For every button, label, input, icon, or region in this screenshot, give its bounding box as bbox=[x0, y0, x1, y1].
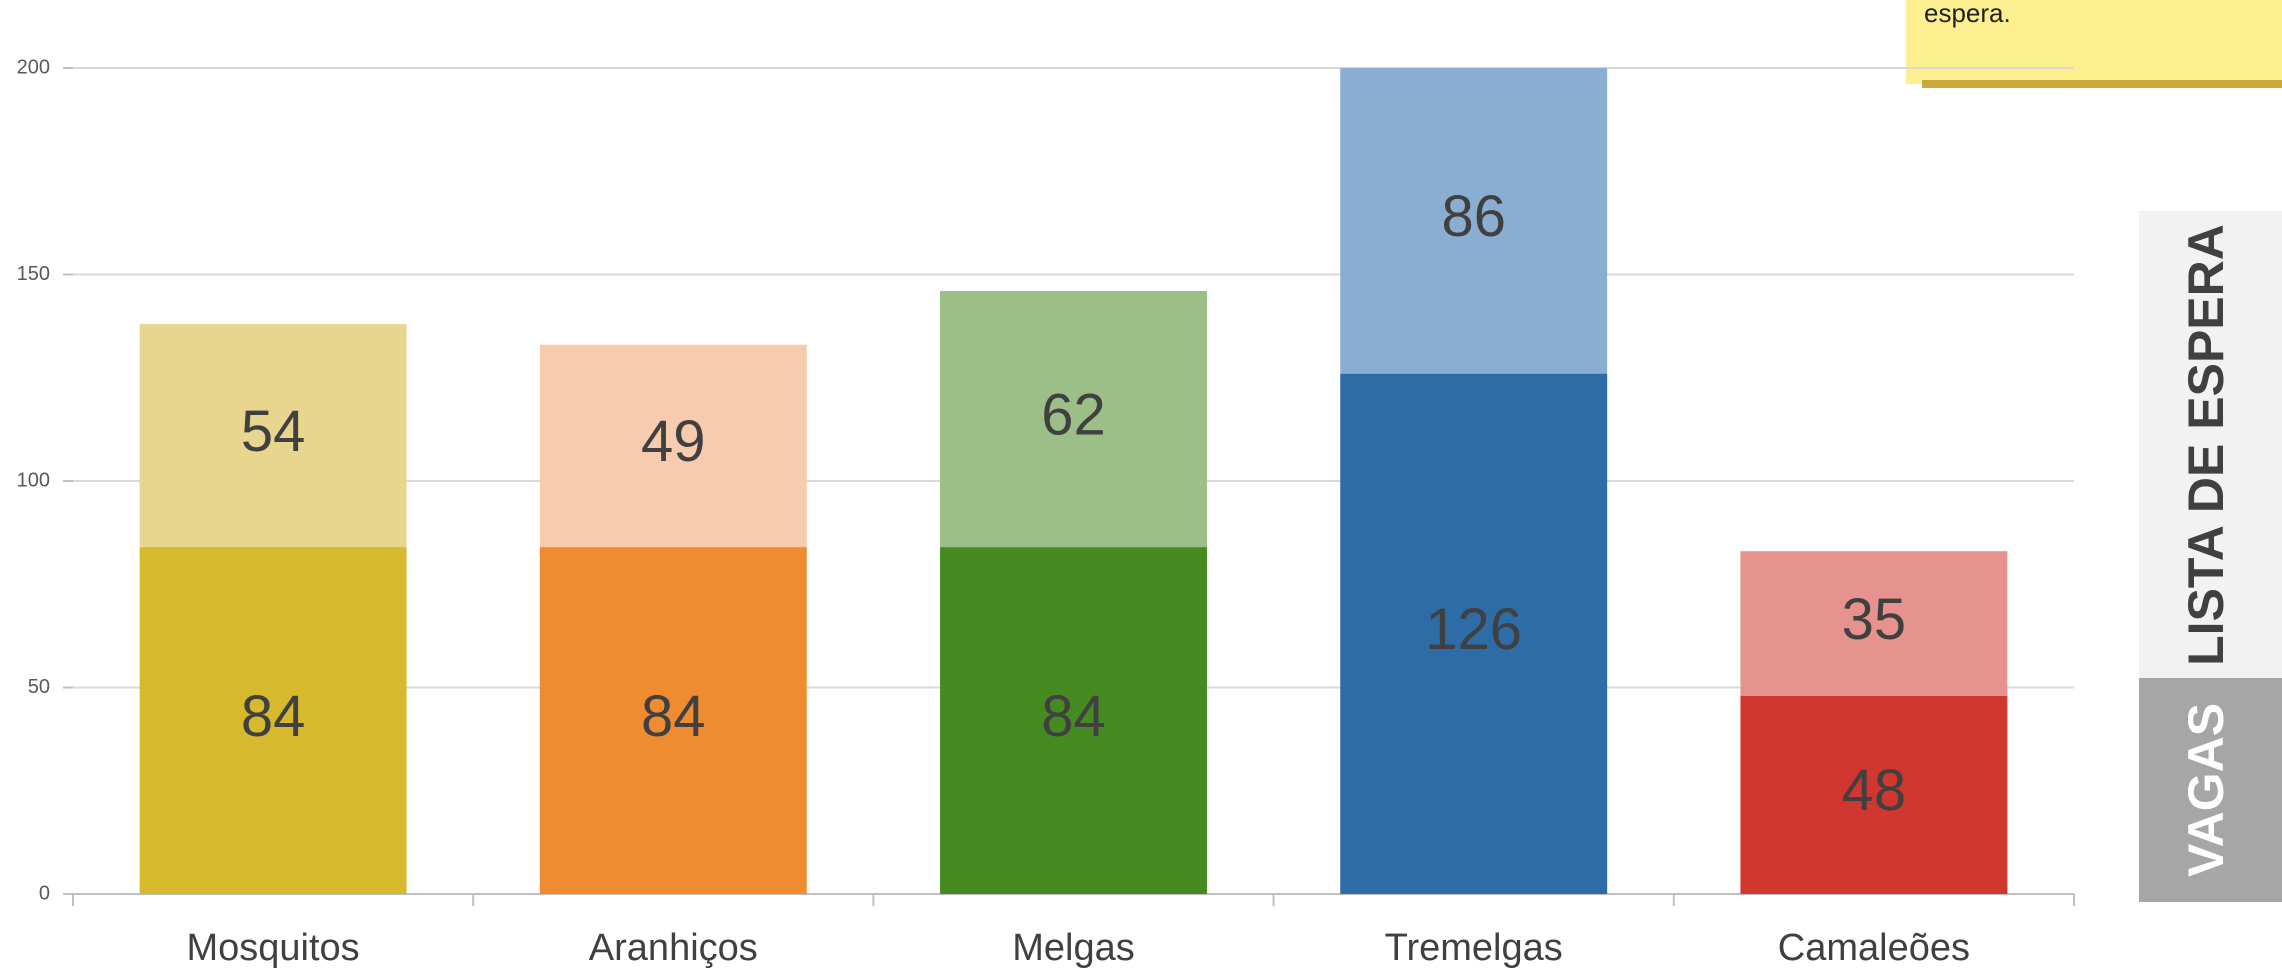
y-tick-label: 0 bbox=[39, 882, 50, 904]
bar-segment bbox=[139, 547, 407, 894]
legend-panel bbox=[2139, 211, 2282, 678]
y-tick-label: 50 bbox=[28, 676, 50, 698]
y-tick-label: 200 bbox=[17, 56, 50, 78]
data-label: 86 bbox=[1441, 184, 1506, 249]
y-tick-label: 100 bbox=[17, 469, 50, 491]
x-tick-label: Camaleões bbox=[1778, 927, 1970, 969]
legend-label: LISTA DE ESPERA bbox=[2178, 224, 2234, 666]
bar-segment bbox=[1740, 551, 2008, 696]
x-tick-label: Tremelgas bbox=[1385, 927, 1563, 969]
bar-segment bbox=[539, 344, 807, 548]
bar-segment bbox=[940, 547, 1207, 894]
sticky-note bbox=[1906, 0, 2282, 84]
bar-segment bbox=[940, 291, 1207, 548]
y-tick-label: 150 bbox=[17, 263, 50, 285]
bar-segment bbox=[1340, 373, 1608, 894]
bar-segment bbox=[139, 324, 407, 548]
data-label: 84 bbox=[1041, 684, 1106, 749]
x-tick-label: Aranhiços bbox=[589, 927, 758, 969]
bar-segment bbox=[539, 547, 807, 894]
legend-label: VAGAS bbox=[2178, 703, 2234, 877]
legend-panel bbox=[2139, 678, 2282, 902]
data-label: 48 bbox=[1842, 758, 1907, 823]
data-label: 84 bbox=[641, 684, 706, 749]
bars bbox=[139, 68, 2008, 894]
note-text: espera. bbox=[1924, 0, 2011, 28]
x-tick-label: Mosquitos bbox=[186, 927, 359, 969]
data-label: 62 bbox=[1041, 382, 1106, 447]
data-label: 126 bbox=[1425, 597, 1522, 662]
bar-segment bbox=[1740, 695, 2008, 894]
data-label: 35 bbox=[1842, 587, 1907, 652]
sticky-note-shadow bbox=[1922, 80, 2282, 88]
data-label: 49 bbox=[641, 409, 706, 474]
data-label: 54 bbox=[241, 399, 306, 464]
x-tick-label: Melgas bbox=[1012, 927, 1135, 969]
plot: 0 50 100 150 200 Mosquitos 84 54 Aranhiços 84 49 Me… bbox=[17, 56, 2075, 969]
data-label: 84 bbox=[241, 684, 306, 749]
bar-segment bbox=[1340, 68, 1608, 374]
